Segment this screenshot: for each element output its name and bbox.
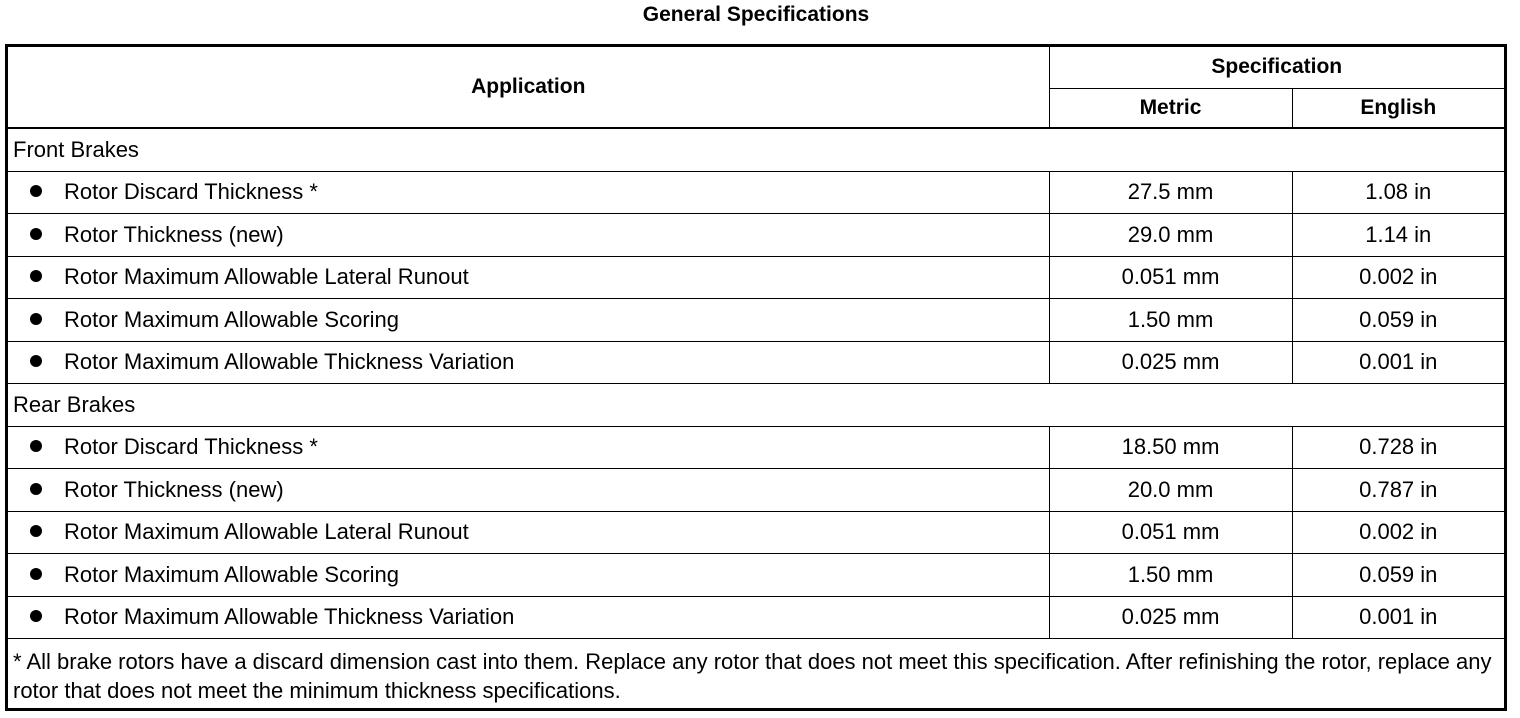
application-label: Rotor Discard Thickness * bbox=[64, 434, 318, 460]
application-cell: Rotor Maximum Allowable Thickness Variat… bbox=[8, 340, 1050, 384]
application-cell: Rotor Discard Thickness * bbox=[8, 425, 1050, 469]
application-label: Rotor Maximum Allowable Thickness Variat… bbox=[64, 349, 515, 375]
application-cell: Rotor Maximum Allowable Scoring bbox=[8, 298, 1050, 342]
metric-value: 0.051 mm bbox=[1048, 510, 1293, 554]
table-row: Rotor Maximum Allowable Thickness Variat… bbox=[8, 595, 1505, 639]
footnote: * All brake rotors have a discard dimens… bbox=[8, 638, 1505, 711]
page-title: General Specifications bbox=[642, 3, 870, 26]
metric-value: 0.051 mm bbox=[1048, 255, 1293, 299]
bullet-icon bbox=[30, 355, 42, 368]
application-cell: Rotor Maximum Allowable Lateral Runout bbox=[8, 255, 1050, 299]
header-specification: Specification bbox=[1048, 47, 1505, 89]
english-value: 0.001 in bbox=[1291, 595, 1505, 639]
table-row: Rotor Discard Thickness * 27.5 mm 1.08 in bbox=[8, 170, 1505, 214]
header-metric: Metric bbox=[1049, 87, 1293, 129]
bullet-icon bbox=[30, 440, 42, 453]
bullet-icon bbox=[30, 185, 42, 198]
table-row: Rotor Thickness (new) 20.0 mm 0.787 in bbox=[8, 468, 1505, 512]
english-value: 0.002 in bbox=[1291, 510, 1505, 554]
table-row: Rotor Discard Thickness * 18.50 mm 0.728 i… bbox=[8, 425, 1505, 469]
bullet-icon bbox=[30, 567, 42, 580]
bullet-icon bbox=[30, 227, 42, 240]
group-label: Rear Brakes bbox=[8, 383, 1505, 427]
metric-value: 18.50 mm bbox=[1048, 425, 1293, 469]
application-label: Rotor Maximum Allowable Scoring bbox=[64, 561, 400, 587]
application-cell: Rotor Thickness (new) bbox=[8, 468, 1050, 512]
header-application: Application bbox=[8, 47, 1050, 129]
application-label: Rotor Thickness (new) bbox=[64, 476, 284, 502]
application-cell: Rotor Discard Thickness * bbox=[8, 170, 1050, 214]
application-cell: Rotor Maximum Allowable Scoring bbox=[8, 553, 1050, 597]
table-row: Rotor Maximum Allowable Thickness Variat… bbox=[8, 340, 1505, 384]
bullet-icon bbox=[30, 312, 42, 325]
table-row: Rotor Maximum Allowable Scoring 1.50 mm 0.… bbox=[8, 553, 1505, 597]
group-label: Front Brakes bbox=[8, 127, 1505, 172]
specifications-table: Application Specification Metric English… bbox=[5, 44, 1507, 711]
group-row: Rear Brakes bbox=[8, 383, 1505, 427]
english-value: 1.08 in bbox=[1291, 170, 1505, 214]
english-value: 0.728 in bbox=[1291, 425, 1505, 469]
application-cell: Rotor Thickness (new) bbox=[8, 213, 1050, 257]
application-cell: Rotor Maximum Allowable Thickness Variat… bbox=[8, 595, 1050, 639]
metric-value: 0.025 mm bbox=[1048, 595, 1293, 639]
application-label: Rotor Maximum Allowable Scoring bbox=[64, 306, 400, 332]
english-value: 0.059 in bbox=[1291, 298, 1505, 342]
bullet-icon bbox=[30, 525, 42, 538]
bullet-icon bbox=[30, 482, 42, 495]
metric-value: 0.025 mm bbox=[1048, 340, 1293, 384]
bullet-icon bbox=[30, 610, 42, 623]
metric-value: 1.50 mm bbox=[1048, 553, 1293, 597]
application-label: Rotor Thickness (new) bbox=[64, 221, 284, 247]
metric-value: 1.50 mm bbox=[1048, 298, 1293, 342]
application-label: Rotor Maximum Allowable Lateral Runout bbox=[64, 264, 469, 290]
group-row: Front Brakes bbox=[8, 127, 1505, 172]
english-value: 0.059 in bbox=[1291, 553, 1505, 597]
application-label: Rotor Maximum Allowable Thickness Variat… bbox=[64, 604, 515, 630]
english-value: 0.001 in bbox=[1291, 340, 1505, 384]
english-value: 0.787 in bbox=[1291, 468, 1505, 512]
table-row: Rotor Maximum Allowable Scoring 1.50 mm 0.… bbox=[8, 298, 1505, 342]
application-label: Rotor Maximum Allowable Lateral Runout bbox=[64, 519, 469, 545]
table-row: Rotor Maximum Allowable Lateral Runout 0.… bbox=[8, 510, 1505, 554]
application-label: Rotor Discard Thickness * bbox=[64, 179, 318, 205]
table-row: Rotor Maximum Allowable Lateral Runout 0.… bbox=[8, 255, 1505, 299]
english-value: 0.002 in bbox=[1291, 255, 1505, 299]
application-cell: Rotor Maximum Allowable Lateral Runout bbox=[8, 510, 1050, 554]
bullet-icon bbox=[30, 270, 42, 283]
header-english: English bbox=[1291, 87, 1505, 129]
metric-value: 27.5 mm bbox=[1048, 170, 1293, 214]
table-row: Rotor Thickness (new) 29.0 mm 1.14 in bbox=[8, 213, 1505, 257]
metric-value: 20.0 mm bbox=[1048, 468, 1293, 512]
english-value: 1.14 in bbox=[1291, 213, 1505, 257]
metric-value: 29.0 mm bbox=[1048, 213, 1293, 257]
